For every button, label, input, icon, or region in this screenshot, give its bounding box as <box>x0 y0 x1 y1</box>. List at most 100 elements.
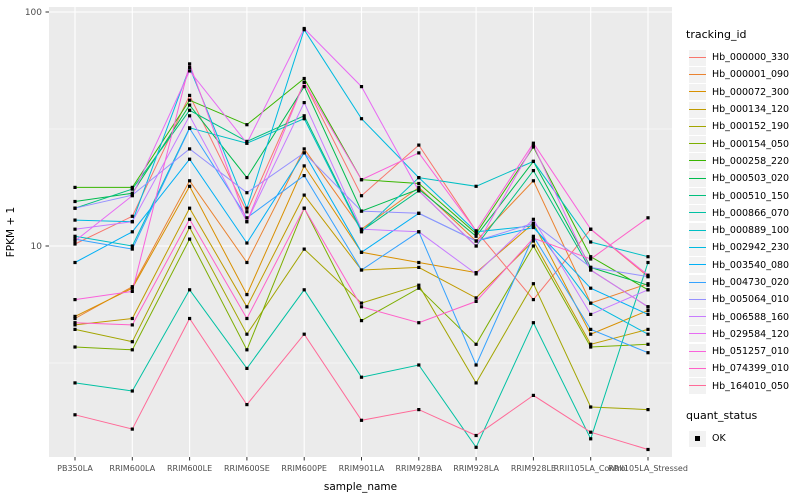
data-point <box>130 244 134 248</box>
legend-key-line-icon <box>689 118 706 135</box>
data-point <box>188 103 192 107</box>
data-point <box>474 184 478 188</box>
x-tick-label: RRII105LA_Control <box>554 464 628 473</box>
legend-label: Hb_051257_010 <box>712 346 790 358</box>
legend-label: Hb_000866_070 <box>712 207 790 219</box>
data-point <box>359 178 364 182</box>
x-tick-label: RRIM600LE <box>167 464 212 473</box>
legend-key-line-icon <box>689 136 706 153</box>
data-point <box>130 427 134 431</box>
legend-key-line-icon <box>689 49 706 66</box>
legend-label: Hb_005064_010 <box>712 294 790 306</box>
data-point <box>188 93 192 97</box>
data-point <box>73 323 77 327</box>
data-point <box>531 217 535 221</box>
data-point <box>188 217 192 221</box>
legend-item: Hb_000152_190 <box>686 118 798 135</box>
data-point <box>646 255 650 259</box>
data-point <box>589 227 593 231</box>
data-point <box>245 403 249 407</box>
data-point <box>130 187 134 191</box>
legend-item: Hb_164010_050 <box>686 378 798 395</box>
data-point <box>188 316 192 321</box>
data-point <box>531 224 535 228</box>
data-point <box>589 240 593 244</box>
legend-item: Hb_004730_020 <box>686 274 798 291</box>
legend-item: Hb_000889_100 <box>686 222 798 239</box>
legend-label: Hb_004730_020 <box>712 277 790 288</box>
legend-label: Hb_003540_080 <box>712 259 790 271</box>
x-tick-label: RRIM901LA <box>339 464 385 473</box>
data-point <box>188 147 192 151</box>
data-point <box>130 191 134 195</box>
legend-key-line-icon <box>689 378 706 395</box>
data-point <box>474 381 478 385</box>
data-point <box>245 293 249 297</box>
data-point <box>302 114 306 118</box>
data-point <box>646 260 650 265</box>
data-point <box>188 98 192 102</box>
data-point <box>245 260 249 265</box>
data-point <box>417 151 421 155</box>
data-point <box>73 381 77 385</box>
data-point <box>531 141 535 145</box>
data-point <box>302 85 306 89</box>
data-point <box>531 169 535 173</box>
legend-item: Hb_000503_020 <box>686 170 798 187</box>
data-point <box>589 301 593 305</box>
data-point <box>531 298 535 302</box>
legend-title-tracking-id: tracking_id <box>686 28 747 41</box>
data-point <box>188 126 192 130</box>
data-point <box>589 430 593 434</box>
data-point <box>359 375 364 379</box>
legend-key-line-icon <box>689 343 706 360</box>
data-point <box>130 286 134 290</box>
data-point <box>245 139 249 143</box>
data-point <box>245 305 249 309</box>
data-point <box>474 244 478 248</box>
data-point <box>73 227 77 231</box>
data-point <box>73 413 77 417</box>
legend-item: Hb_000000_330 <box>686 49 798 66</box>
data-point <box>531 225 535 230</box>
data-point <box>646 312 650 316</box>
data-point <box>531 236 535 240</box>
data-point <box>646 288 650 292</box>
data-point <box>646 308 650 313</box>
data-point <box>302 80 306 84</box>
data-point <box>302 147 306 151</box>
data-point <box>646 327 650 331</box>
data-point <box>531 239 535 243</box>
data-point <box>130 340 134 344</box>
legend-key-line-icon <box>689 153 706 170</box>
legend-key-line-icon <box>689 239 706 256</box>
legend-key-line-icon <box>689 205 706 222</box>
data-point <box>531 282 535 286</box>
x-tick-label: RRIM928BA <box>395 464 442 473</box>
data-point <box>73 327 77 331</box>
data-point <box>589 268 593 272</box>
data-point <box>417 143 421 147</box>
data-point <box>73 260 77 265</box>
data-point <box>474 232 478 236</box>
data-point <box>73 314 77 318</box>
legend-item: Hb_000154_050 <box>686 135 798 153</box>
data-point <box>245 220 249 224</box>
data-point <box>73 239 77 243</box>
data-point <box>188 184 192 188</box>
legend-key-line-icon <box>689 274 706 291</box>
data-point <box>302 206 306 210</box>
legend: tracking_id Hb_000000_330 Hb_000001_090 Hb… <box>686 28 798 447</box>
data-point <box>531 145 535 149</box>
data-point <box>188 65 192 69</box>
data-point <box>417 265 421 269</box>
data-point <box>245 316 249 321</box>
data-point <box>245 348 249 352</box>
data-point <box>474 272 478 276</box>
legend-item: Hb_000134_120 <box>686 101 798 118</box>
data-point <box>589 257 593 261</box>
data-point <box>417 260 421 265</box>
data-point <box>589 312 593 316</box>
data-point <box>302 193 306 197</box>
legend-label: Hb_000510_150 <box>712 190 790 202</box>
